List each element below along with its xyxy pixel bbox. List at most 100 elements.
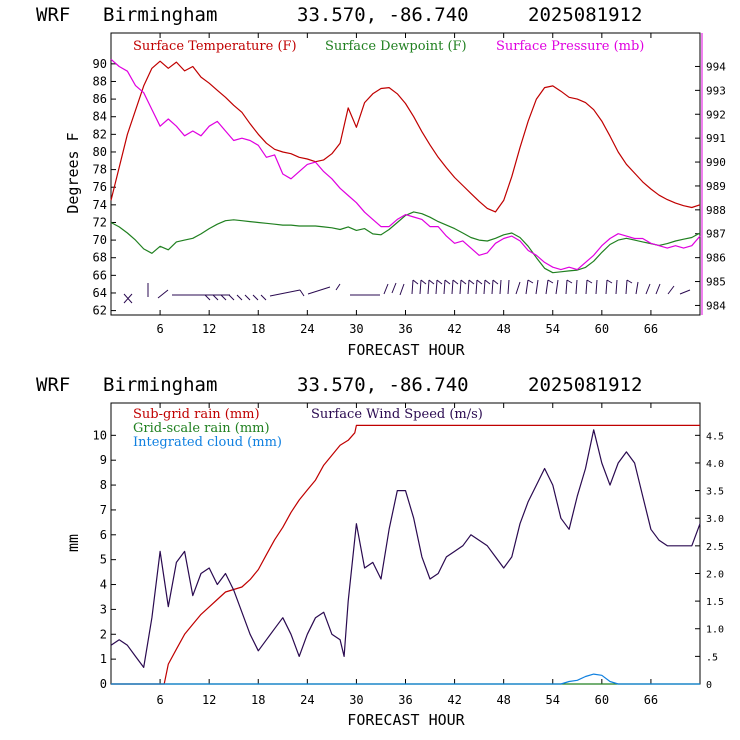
x-tick-label: 30 (349, 693, 363, 707)
x-tick-label: 66 (644, 693, 658, 707)
chart2-right-ticks: 0 .5 1.0 1.5 2.0 2.5 3.0 3.5 4.0 4.5 (695, 431, 724, 691)
chart1-location: Birmingham (103, 4, 217, 26)
chart1-run: 2025081912 (528, 4, 642, 26)
chart2-series (110, 424, 701, 685)
x-tick-label: 48 (496, 322, 510, 336)
y-right-tick-label: 1.5 (706, 597, 724, 608)
chart1-legend-dewpoint: Surface Dewpoint (F) (325, 39, 467, 54)
x-tick-label: 42 (447, 322, 461, 336)
chart1-right-ticks: 984 985 986 987 988 989 990 991 992 993 994 (695, 60, 726, 312)
series-line-surface-dewpoint-f (110, 211, 701, 274)
chart1-series (110, 58, 701, 274)
x-tick-label: 24 (300, 322, 314, 336)
x-tick-label: 30 (349, 322, 363, 336)
y-right-tick-label: 2.5 (706, 542, 724, 553)
x-tick-label: 42 (447, 693, 461, 707)
series-line-integrated-cloud-mm (111, 673, 700, 685)
y-left-tick-label: 90 (93, 57, 107, 71)
chart2-coords: 33.570, -86.740 (297, 374, 469, 396)
y-right-tick-label: 985 (706, 276, 726, 289)
chart2-model: WRF (36, 374, 70, 396)
y-right-tick-label: 2.0 (706, 569, 724, 580)
series-line-surface-temperature-f (110, 60, 701, 213)
chart2-x-ticks: 6 12 18 24 30 36 42 48 54 60 66 (156, 403, 658, 707)
y-right-tick-label: .5 (706, 652, 718, 663)
chart2-xlabel: FORECAST HOUR (347, 711, 465, 729)
y-left-tick-label: 88 (93, 74, 107, 88)
chart2-legend-subgrid-rain: Sub-grid rain (mm) (133, 407, 260, 422)
chart1-model: WRF (36, 4, 70, 26)
y-right-tick-label: 991 (706, 132, 726, 145)
y-left-tick-label: 86 (93, 92, 107, 106)
y-left-tick-label: 1 (100, 652, 107, 666)
y-left-tick-label: 68 (93, 251, 107, 265)
x-tick-label: 12 (202, 693, 216, 707)
y-left-tick-label: 6 (100, 528, 107, 542)
y-right-tick-label: 4.5 (706, 431, 724, 442)
y-left-tick-label: 76 (93, 180, 107, 194)
chart2-legend-wind-speed: Surface Wind Speed (m/s) (311, 407, 483, 422)
y-left-tick-label: 70 (93, 233, 107, 247)
chart1-legend-pressure: Surface Pressure (mb) (496, 39, 644, 54)
y-right-tick-label: 994 (706, 60, 726, 73)
chart2-location: Birmingham (103, 374, 217, 396)
y-right-tick-label: 984 (706, 299, 726, 312)
y-right-tick-label: 988 (706, 204, 726, 217)
y-right-tick-label: 989 (706, 180, 726, 193)
y-right-tick-label: 993 (706, 84, 726, 97)
chart1-left-ticks: 62 64 66 68 70 72 74 76 78 80 82 84 86 88 90 (93, 57, 116, 318)
x-tick-label: 12 (202, 322, 216, 336)
precipitation-chart: WRF Birmingham 33.570, -86.740 202508191… (36, 374, 724, 729)
y-right-tick-label: 4.0 (706, 459, 724, 470)
y-left-tick-label: 62 (93, 304, 107, 318)
y-right-tick-label: 992 (706, 108, 726, 121)
y-right-tick-label: 986 (706, 252, 726, 265)
series-line-surface-wind-speed-m-s (110, 429, 701, 669)
y-left-tick-label: 84 (93, 110, 107, 124)
x-tick-label: 60 (595, 322, 609, 336)
y-left-tick-label: 10 (93, 428, 107, 442)
y-left-tick-label: 0 (100, 677, 107, 691)
wind-barbs (123, 279, 691, 304)
y-left-tick-label: 80 (93, 145, 107, 159)
y-right-tick-label: 987 (706, 228, 726, 241)
chart2-legend-gridscale-rain: Grid-scale rain (mm) (133, 421, 270, 436)
x-tick-label: 6 (156, 322, 163, 336)
y-left-tick-label: 3 (100, 602, 107, 616)
x-tick-label: 54 (546, 322, 560, 336)
chart1-coords: 33.570, -86.740 (297, 4, 469, 26)
y-right-tick-label: 0 (706, 680, 712, 691)
x-tick-label: 6 (156, 693, 163, 707)
y-left-tick-label: 9 (100, 453, 107, 467)
y-left-tick-label: 72 (93, 215, 107, 229)
y-right-tick-label: 3.0 (706, 514, 724, 525)
x-tick-label: 66 (644, 322, 658, 336)
chart1-x-ticks: 6 12 18 24 30 36 42 48 54 60 66 (156, 33, 658, 336)
x-tick-label: 36 (398, 322, 412, 336)
y-right-tick-label: 1.0 (706, 625, 724, 636)
series-line-sub-grid-rain-mm (111, 424, 700, 685)
y-left-tick-label: 74 (93, 198, 107, 212)
chart2-left-ticks: 0 1 2 3 4 5 6 7 8 9 10 (93, 428, 116, 691)
y-left-tick-label: 78 (93, 163, 107, 177)
x-tick-label: 24 (300, 693, 314, 707)
x-tick-label: 48 (496, 693, 510, 707)
temperature-chart: WRF Birmingham 33.570, -86.740 202508191… (36, 4, 726, 359)
y-left-tick-label: 7 (100, 503, 107, 517)
x-tick-label: 54 (546, 693, 560, 707)
chart2-legend-integrated-cloud: Integrated cloud (mm) (133, 435, 282, 450)
y-left-tick-label: 8 (100, 478, 107, 492)
y-left-tick-label: 82 (93, 127, 107, 141)
chart2-run: 2025081912 (528, 374, 642, 396)
y-left-tick-label: 2 (100, 627, 107, 641)
y-left-tick-label: 5 (100, 553, 107, 567)
chart1-xlabel: FORECAST HOUR (347, 341, 465, 359)
chart1-ylabel: Degrees F (64, 132, 82, 213)
chart1-legend-temperature: Surface Temperature (F) (133, 39, 297, 54)
x-tick-label: 36 (398, 693, 412, 707)
chart2-ylabel: mm (64, 534, 82, 552)
y-right-tick-label: 3.5 (706, 487, 724, 498)
series-line-surface-pressure-mb (110, 58, 701, 271)
y-right-tick-label: 990 (706, 156, 726, 169)
